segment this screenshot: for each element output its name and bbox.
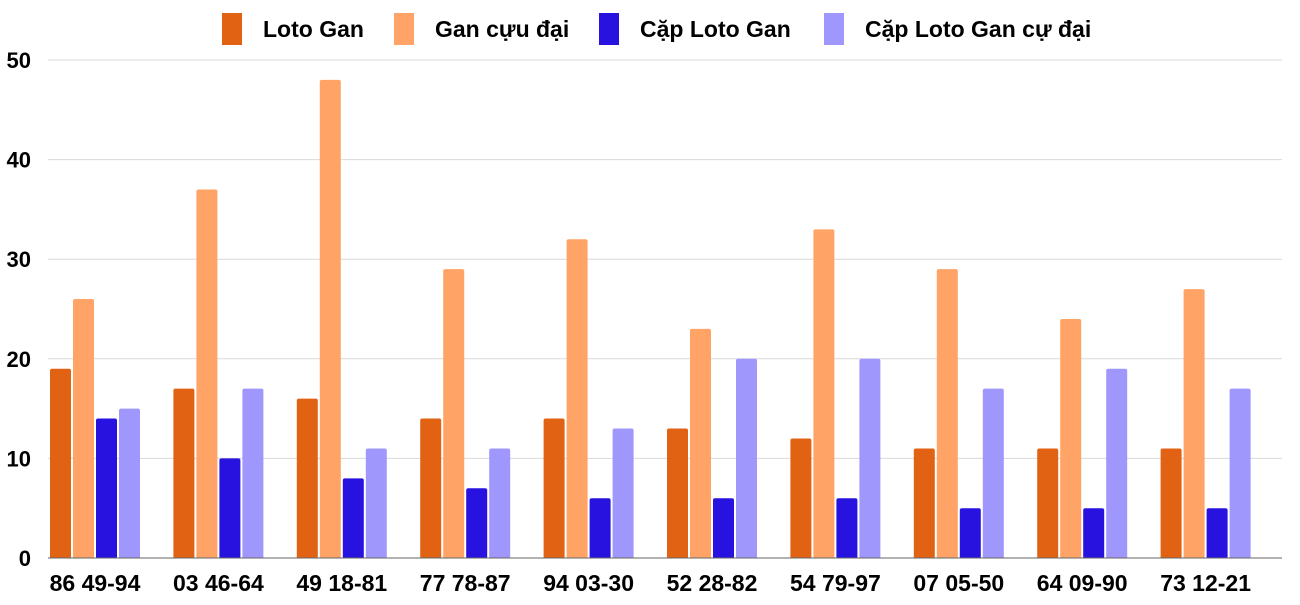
x-tick-label: 64 09-90 <box>1037 570 1128 596</box>
x-tick-label: 03 46-64 <box>173 570 264 596</box>
legend-label: Cặp Loto Gan cự đại <box>865 16 1091 42</box>
bar-1-03-46-64[interactable] <box>173 388 195 558</box>
bar-2-07-05-50[interactable] <box>936 269 958 558</box>
x-tick-label: 54 79-97 <box>790 570 881 596</box>
legend-swatch <box>394 13 414 45</box>
bar-1-77-78-87[interactable] <box>420 418 442 558</box>
x-axis-ticks: 86 49-94 03 46-64 49 18-81 77 78-87 94 03-30… <box>50 570 1252 596</box>
y-tick-label: 30 <box>7 247 31 272</box>
bar-3-77-78-87[interactable] <box>466 488 488 558</box>
bar-4-77-78-87[interactable] <box>489 448 511 558</box>
bar-4-86-49-94[interactable] <box>119 408 140 558</box>
y-tick-label: 50 <box>7 48 31 73</box>
bar-1-49-18-81[interactable] <box>296 398 318 558</box>
y-tick-label: 10 <box>7 446 31 471</box>
bar-1-07-05-50[interactable] <box>913 448 935 558</box>
bar-4-07-05-50[interactable] <box>982 388 1004 558</box>
bar-2-03-46-64[interactable] <box>196 189 218 559</box>
bar-2-52-28-82[interactable] <box>690 328 711 558</box>
bar-3-73-12-21[interactable] <box>1206 508 1228 558</box>
bar-3-52-28-82[interactable] <box>713 498 734 558</box>
legend[interactable]: Loto Gan Gan cựu đại Cặp Loto Gan Cặp Loto … <box>222 13 1091 45</box>
bar-1-64-09-90[interactable] <box>1037 448 1059 558</box>
x-tick-label: 77 78-87 <box>420 570 511 596</box>
bar-1-52-28-82[interactable] <box>667 428 688 558</box>
bar-1-73-12-21[interactable] <box>1160 448 1182 558</box>
bar-4-94-03-30[interactable] <box>612 428 634 558</box>
bar-1-86-49-94[interactable] <box>50 368 71 558</box>
legend-item[interactable]: Loto Gan <box>222 13 364 45</box>
legend-item[interactable]: Cặp Loto Gan cự đại <box>824 13 1091 45</box>
bar-4-52-28-82[interactable] <box>736 358 757 558</box>
legend-label: Gan cựu đại <box>435 16 569 42</box>
x-tick-label: 49 18-81 <box>296 570 387 596</box>
bar-2-54-79-97[interactable] <box>813 229 835 558</box>
bar-3-49-18-81[interactable] <box>342 478 364 558</box>
y-tick-label: 40 <box>7 148 31 173</box>
bar-2-64-09-90[interactable] <box>1060 318 1082 558</box>
y-axis-ticks: 0 10 20 30 40 50 <box>7 48 31 571</box>
bar-2-73-12-21[interactable] <box>1183 289 1205 558</box>
bar-4-49-18-81[interactable] <box>365 448 387 558</box>
bar-3-54-79-97[interactable] <box>836 498 858 558</box>
legend-label: Cặp Loto Gan <box>640 16 791 42</box>
x-tick-label: 52 28-82 <box>667 570 758 596</box>
y-tick-label: 0 <box>19 546 31 571</box>
bar-2-94-03-30[interactable] <box>566 239 588 558</box>
bar-1-54-79-97[interactable] <box>790 438 812 558</box>
legend-item[interactable]: Cặp Loto Gan <box>599 13 791 45</box>
x-tick-label: 94 03-30 <box>543 570 634 596</box>
bar-1-94-03-30[interactable] <box>543 418 565 558</box>
bar-2-86-49-94[interactable] <box>73 299 94 558</box>
bar-4-03-46-64[interactable] <box>242 388 264 558</box>
bar-3-64-09-90[interactable] <box>1083 508 1105 558</box>
legend-swatch <box>599 13 619 45</box>
legend-item[interactable]: Gan cựu đại <box>394 13 569 45</box>
bar-3-07-05-50[interactable] <box>959 508 981 558</box>
gridlines <box>48 59 1282 459</box>
x-tick-label: 73 12-21 <box>1160 570 1251 596</box>
x-tick-label: 86 49-94 <box>50 570 141 596</box>
bar-2-49-18-81[interactable] <box>319 79 341 559</box>
bar-2-77-78-87[interactable] <box>443 269 465 558</box>
bar-3-03-46-64[interactable] <box>219 458 241 558</box>
bar-4-73-12-21[interactable] <box>1229 388 1251 558</box>
bar-3-86-49-94[interactable] <box>96 418 117 558</box>
bar-4-54-79-97[interactable] <box>859 358 881 558</box>
legend-swatch <box>824 13 844 45</box>
bar-4-64-09-90[interactable] <box>1106 368 1128 558</box>
x-tick-label: 07 05-50 <box>913 570 1004 596</box>
bars <box>50 79 1251 559</box>
legend-swatch <box>222 13 242 45</box>
legend-label: Loto Gan <box>263 16 364 42</box>
y-tick-label: 20 <box>7 347 31 372</box>
bar-3-94-03-30[interactable] <box>589 498 611 558</box>
